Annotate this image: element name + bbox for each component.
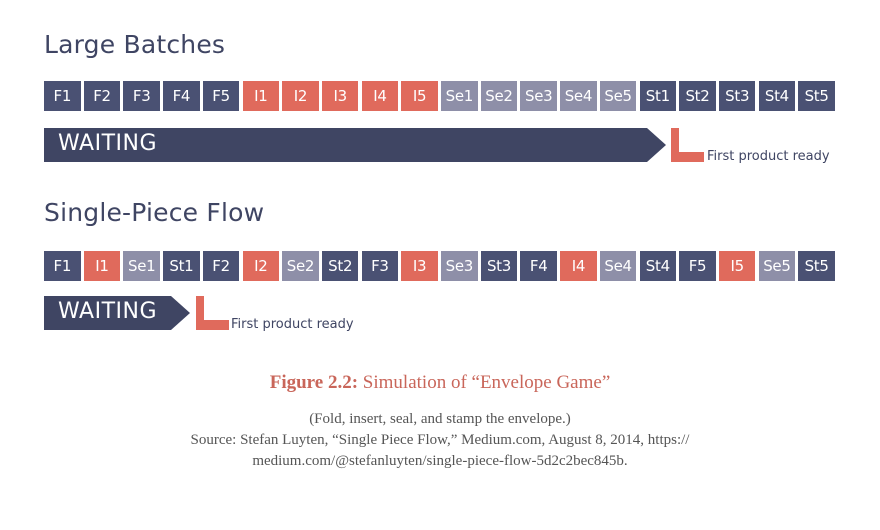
step-tile-se1: Se1 [123, 251, 160, 281]
step-tile-st3: St3 [718, 81, 756, 111]
step-tile-i5: I5 [718, 251, 756, 281]
large-batches-title: Large Batches [44, 30, 226, 59]
single-piece-flow-title: Single-Piece Flow [44, 198, 265, 227]
step-tile-i2: I2 [282, 81, 319, 111]
figure-label: Figure 2.2: [269, 372, 359, 393]
step-tile-i3: I3 [401, 251, 438, 281]
step-tile-se2: Se2 [282, 251, 319, 281]
step-tile-i5: I5 [401, 81, 438, 111]
caption-source-line-2: medium.com/@stefanluyten/single-piece-fl… [252, 453, 628, 469]
step-tile-st3: St3 [480, 251, 518, 281]
step-tile-se2: Se2 [480, 81, 518, 111]
single-piece-first-product-label: First product ready [231, 317, 354, 332]
step-tile-se5: Se5 [599, 81, 637, 111]
waiting-arrow-shape [44, 296, 190, 330]
step-tile-st2: St2 [321, 251, 359, 281]
figure-title: Simulation of “Envelope Game” [362, 372, 611, 393]
step-tile-se5: Se5 [758, 251, 796, 281]
step-tile-f4: F4 [163, 81, 200, 111]
step-tile-se1: Se1 [441, 81, 478, 111]
step-tile-f4: F4 [520, 251, 557, 281]
large-batches-first-product-label: First product ready [707, 149, 830, 164]
step-tile-st2: St2 [679, 81, 716, 111]
large-batches-first-product-marker [671, 128, 704, 162]
single-piece-waiting-bar [44, 296, 190, 330]
step-tile-st5: St5 [798, 251, 835, 281]
step-tile-i4: I4 [361, 81, 399, 111]
step-tile-f3: F3 [123, 81, 160, 111]
step-tile-i1: I1 [83, 251, 121, 281]
step-tile-f2: F2 [202, 251, 240, 281]
step-tile-f5: F5 [202, 81, 240, 111]
caption-source-line-1: Source: Stefan Luyten, “Single Piece Flo… [190, 432, 690, 448]
step-tile-f2: F2 [83, 81, 121, 111]
l-marker-shape [671, 128, 704, 162]
step-tile-f1: F1 [44, 81, 81, 111]
step-tile-i4: I4 [560, 251, 597, 281]
single-piece-waiting-label: WAITING [58, 299, 158, 324]
step-tile-i2: I2 [242, 251, 280, 281]
caption-description: (Fold, insert, seal, and stamp the envel… [309, 411, 571, 427]
waiting-arrow-shape [44, 128, 666, 162]
step-tile-i1: I1 [242, 81, 280, 111]
step-tile-se3: Se3 [441, 251, 478, 281]
step-tile-se4: Se4 [599, 251, 637, 281]
single-piece-first-product-marker [196, 296, 229, 330]
l-marker-shape [196, 296, 229, 330]
step-tile-se4: Se4 [560, 81, 597, 111]
step-tile-se3: Se3 [520, 81, 557, 111]
step-tile-st4: St4 [639, 251, 677, 281]
step-tile-st1: St1 [639, 81, 677, 111]
figure-caption-title: Figure 2.2: Simulation of “Envelope Game… [0, 372, 880, 394]
step-tile-st4: St4 [758, 81, 796, 111]
step-tile-st5: St5 [798, 81, 835, 111]
large-batches-waiting-label: WAITING [58, 131, 158, 156]
step-tile-f1: F1 [44, 251, 81, 281]
step-tile-st1: St1 [163, 251, 200, 281]
step-tile-f5: F5 [679, 251, 716, 281]
step-tile-i3: I3 [321, 81, 359, 111]
large-batches-waiting-bar [44, 128, 666, 162]
step-tile-f3: F3 [361, 251, 399, 281]
